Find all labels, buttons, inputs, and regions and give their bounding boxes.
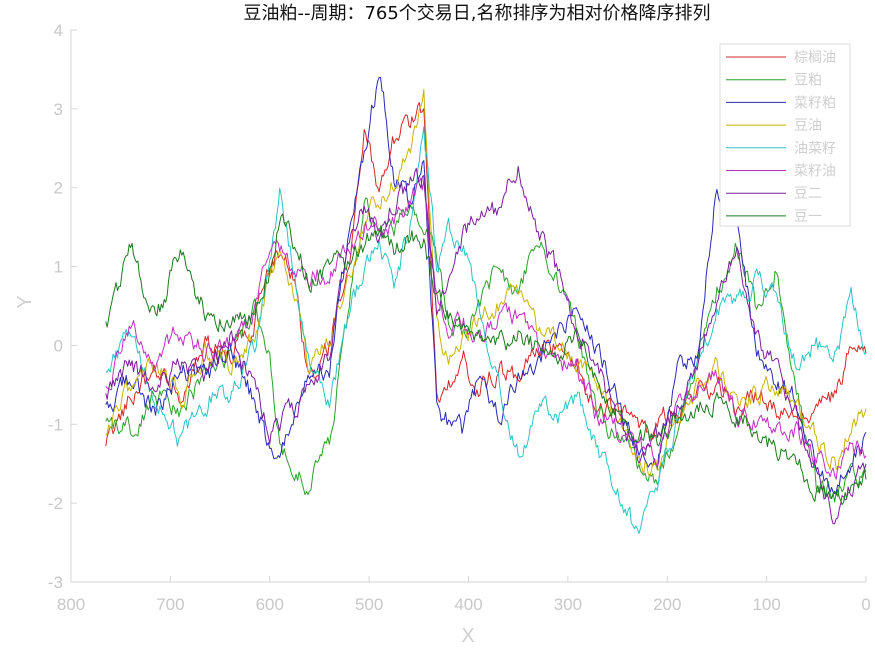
series-line-1 bbox=[105, 102, 867, 447]
x-tick-label: 800 bbox=[57, 595, 85, 614]
series-line-8 bbox=[105, 213, 867, 506]
y-tick-label: 0 bbox=[54, 336, 63, 355]
axes: 800 700 600 500 400 300 200 100 0 -3 -2 -1 0 1 2 3 4 bbox=[48, 21, 871, 614]
x-tick-label: 400 bbox=[454, 595, 482, 614]
x-tick-label: 100 bbox=[752, 595, 780, 614]
legend-label: 菜籽油 bbox=[794, 164, 836, 180]
y-tick-label: -2 bbox=[48, 494, 63, 513]
legend-label: 豆二 bbox=[794, 186, 822, 202]
y-tick-label: 4 bbox=[54, 21, 63, 40]
y-tick-label: -3 bbox=[48, 573, 63, 592]
plot-area bbox=[105, 77, 867, 534]
series-line-5 bbox=[105, 126, 867, 534]
legend-label: 豆一 bbox=[794, 209, 822, 225]
legend-label: 豆油 bbox=[794, 118, 822, 134]
y-tick-label: -1 bbox=[48, 415, 63, 434]
y-tick-label: 2 bbox=[54, 179, 63, 198]
y-tick-label: 3 bbox=[54, 100, 63, 119]
legend-label: 油菜籽 bbox=[794, 141, 836, 157]
x-axis-title: X bbox=[461, 625, 474, 647]
x-tick-label: 500 bbox=[355, 595, 383, 614]
series-line-7 bbox=[105, 165, 867, 525]
legend-label: 豆粕 bbox=[794, 73, 822, 89]
series-line-2 bbox=[105, 197, 867, 503]
x-tick-label: 700 bbox=[156, 595, 184, 614]
series-line-4 bbox=[105, 88, 867, 477]
x-tick-label: 0 bbox=[861, 595, 870, 614]
legend-box bbox=[719, 43, 851, 227]
legend-label: 菜籽粕 bbox=[794, 95, 836, 111]
x-tick-label: 200 bbox=[653, 595, 681, 614]
y-axis-title: Y bbox=[14, 295, 36, 308]
y-tick-label: 1 bbox=[54, 258, 63, 277]
x-tick-label: 300 bbox=[554, 595, 582, 614]
chart-title: 豆油粕--周期：765个交易日,名称排序为相对价格降序排列 bbox=[243, 3, 710, 24]
legend-label: 棕榈油 bbox=[794, 50, 836, 66]
x-tick-label: 600 bbox=[256, 595, 284, 614]
